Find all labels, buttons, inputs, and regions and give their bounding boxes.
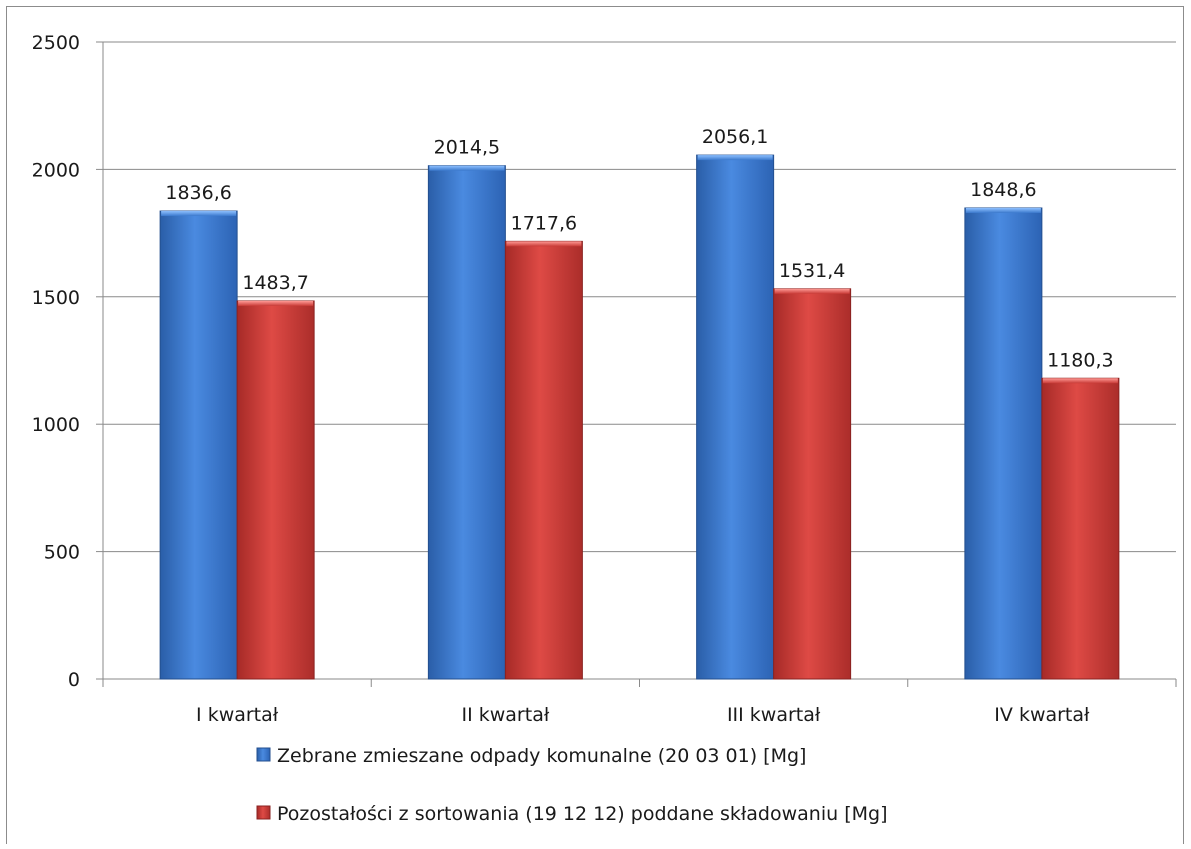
bar bbox=[236, 300, 315, 680]
bar-bevel bbox=[774, 288, 850, 294]
bar-bevel bbox=[506, 241, 582, 247]
x-tick-label: I kwartał bbox=[196, 704, 279, 726]
x-tick-label: III kwartał bbox=[727, 704, 821, 726]
y-tick-label: 500 bbox=[44, 542, 80, 564]
bar-bevel bbox=[965, 207, 1041, 213]
bar bbox=[773, 288, 852, 680]
data-label: 1180,3 bbox=[1047, 349, 1113, 371]
bar-bevel bbox=[161, 211, 237, 217]
bar-bevel bbox=[429, 165, 505, 171]
data-label: 1717,6 bbox=[511, 212, 577, 234]
bar bbox=[427, 165, 506, 680]
legend-entry: Pozostałości z sortowania (19 12 12) pod… bbox=[277, 803, 887, 825]
y-tick-label: 0 bbox=[68, 669, 80, 691]
data-label: 1836,6 bbox=[165, 182, 231, 204]
bar bbox=[159, 210, 238, 680]
data-label: 1531,4 bbox=[779, 260, 845, 282]
y-tick-label: 1500 bbox=[32, 287, 80, 309]
bar bbox=[1041, 377, 1120, 680]
bar-bevel bbox=[238, 300, 314, 306]
bar bbox=[696, 154, 775, 680]
legend-swatch bbox=[256, 805, 271, 820]
y-tick-label: 2000 bbox=[32, 159, 80, 181]
data-label: 2056,1 bbox=[702, 126, 768, 148]
legend-entry: Zebrane zmieszane odpady komunalne (20 0… bbox=[277, 745, 806, 767]
data-label: 1848,6 bbox=[970, 179, 1036, 201]
y-tick-label: 1000 bbox=[32, 414, 80, 436]
x-tick-label: II kwartał bbox=[462, 704, 550, 726]
legend-swatch bbox=[256, 747, 271, 762]
bar-bevel bbox=[697, 155, 773, 161]
bar bbox=[964, 207, 1043, 680]
y-tick-label: 2500 bbox=[32, 32, 80, 54]
x-tick-label: IV kwartał bbox=[994, 704, 1090, 726]
bar-bevel bbox=[1042, 378, 1118, 384]
data-label: 2014,5 bbox=[434, 137, 500, 159]
data-label: 1483,7 bbox=[242, 272, 308, 294]
bar bbox=[504, 240, 583, 680]
